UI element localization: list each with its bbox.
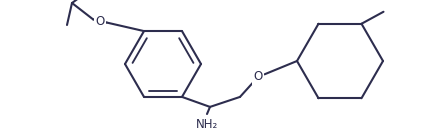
Text: O: O bbox=[95, 14, 105, 28]
Text: O: O bbox=[253, 70, 262, 84]
Text: NH₂: NH₂ bbox=[196, 117, 218, 131]
